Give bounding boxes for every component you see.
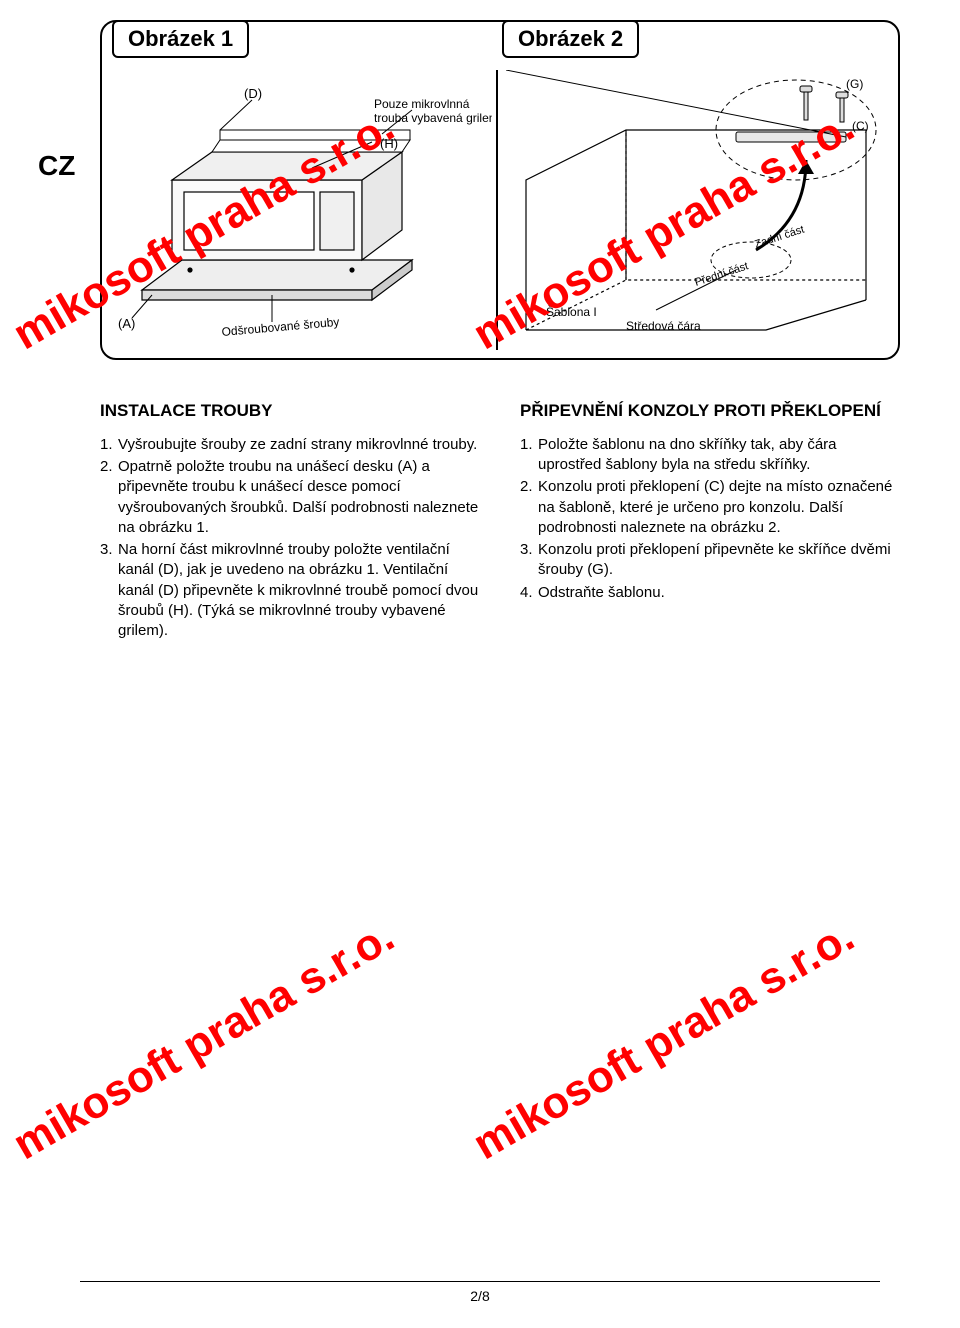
watermark: mikosoft praha s.r.o. xyxy=(5,912,403,1170)
page-footer: 2/8 xyxy=(0,1281,960,1304)
fig2-template: Šablona I xyxy=(546,304,597,319)
page-number: 2/8 xyxy=(470,1288,489,1304)
fig1-note-top: Pouze mikrovlnná trouba vybavená grilem xyxy=(374,97,492,125)
left-list: 1.Vyšroubujte šrouby ze zadní strany mik… xyxy=(100,435,480,642)
watermark: mikosoft praha s.r.o. xyxy=(465,912,863,1170)
figure1-illustration: (D) Pouze mikrovlnná trouba vybavená gri… xyxy=(112,70,492,350)
fig2-front: Přední část xyxy=(693,260,750,289)
figure-divider xyxy=(496,70,498,350)
list-item: 3.Konzolu proti překlopení připevněte ke… xyxy=(520,540,900,581)
right-list: 1.Položte šablonu na dno skříňky tak, ab… xyxy=(520,435,900,603)
left-column: INSTALACE TROUBY 1.Vyšroubujte šrouby ze… xyxy=(100,400,480,643)
list-item: 1.Položte šablonu na dno skříňky tak, ab… xyxy=(520,435,900,476)
fig2-label-g: (G) xyxy=(846,77,863,91)
fig2-label-c: (C) xyxy=(852,119,869,133)
figure1-title: Obrázek 1 xyxy=(112,20,249,58)
fig2-rear: Zadní část xyxy=(753,224,806,251)
fig2-centerline: Středová čára xyxy=(626,319,701,333)
language-code: CZ xyxy=(38,150,75,182)
text-columns: INSTALACE TROUBY 1.Vyšroubujte šrouby ze… xyxy=(100,400,900,643)
right-column: PŘIPEVNĚNÍ KONZOLY PROTI PŘEKLOPENÍ 1.Po… xyxy=(520,400,900,643)
fig1-label-h: (H) xyxy=(380,136,398,151)
figure2-illustration: (G) (C) Šablona I Středová čára Přední č… xyxy=(506,70,886,350)
figure2-title: Obrázek 2 xyxy=(502,20,639,58)
list-item: 4.Odstraňte šablonu. xyxy=(520,583,900,603)
figures-frame: Obrázek 1 Obrázek 2 xyxy=(100,20,900,360)
fig1-label-a: (A) xyxy=(118,316,135,331)
list-item: 3.Na horní část mikrovlnné trouby položt… xyxy=(100,540,480,641)
left-heading: INSTALACE TROUBY xyxy=(100,400,480,423)
list-item: 2.Opatrně položte troubu na unášecí desk… xyxy=(100,457,480,538)
fig1-label-d: (D) xyxy=(244,86,262,101)
page: CZ Obrázek 1 Obrázek 2 xyxy=(0,0,960,1328)
right-heading: PŘIPEVNĚNÍ KONZOLY PROTI PŘEKLOPENÍ xyxy=(520,400,900,423)
list-item: 1.Vyšroubujte šrouby ze zadní strany mik… xyxy=(100,435,480,455)
list-item: 2.Konzolu proti překlopení (C) dejte na … xyxy=(520,477,900,538)
fig1-note-bottom: Odšroubované šrouby xyxy=(221,315,340,339)
